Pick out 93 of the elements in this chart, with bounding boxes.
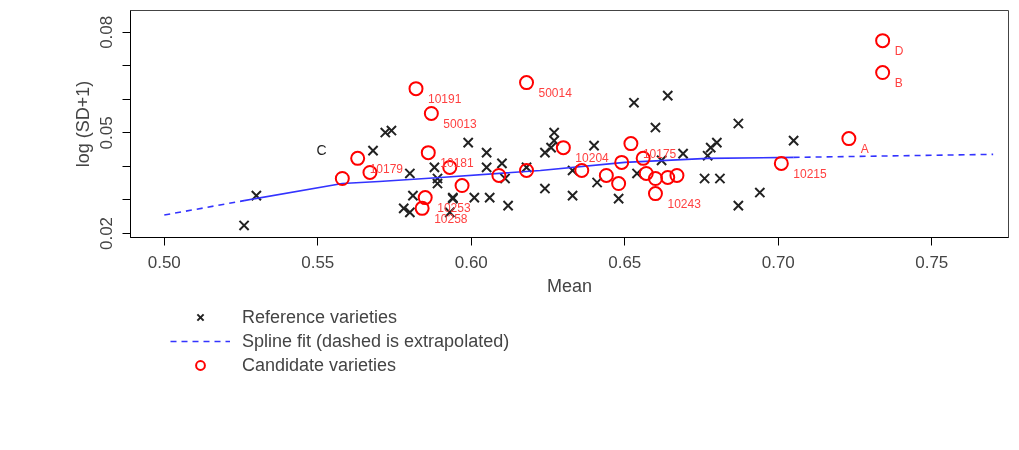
x-tick-label: 0.65 [608, 252, 642, 272]
point [334, 171, 350, 186]
point [496, 157, 508, 169]
point [539, 147, 551, 159]
y-tick-label: 0.08 [97, 15, 117, 49]
point [502, 200, 514, 212]
point [407, 189, 419, 202]
point [611, 176, 627, 191]
point [711, 137, 723, 149]
annotation: 10191 [428, 92, 462, 107]
point [520, 161, 533, 174]
point [398, 202, 410, 214]
point [417, 190, 433, 206]
point [788, 135, 800, 147]
point [238, 219, 250, 232]
point [499, 172, 511, 185]
point [250, 189, 262, 202]
legend-label: Candidate varieties [242, 354, 397, 376]
point [468, 192, 480, 204]
annotation: B [894, 75, 903, 90]
x-tick-label: 0.70 [761, 252, 795, 272]
point [481, 161, 493, 174]
point [660, 169, 676, 185]
point [431, 177, 444, 190]
point [647, 186, 663, 202]
point [481, 147, 493, 159]
legend-label: Reference varieties [242, 306, 398, 328]
point [638, 165, 654, 181]
point [414, 200, 430, 216]
point [591, 176, 603, 189]
point [702, 150, 714, 162]
point [519, 75, 535, 91]
annotation: A [860, 141, 869, 156]
annotation: 10204 [575, 151, 610, 166]
point [754, 186, 766, 199]
point [545, 142, 557, 154]
point [350, 150, 366, 166]
point [519, 162, 535, 178]
point [732, 117, 744, 130]
point [462, 137, 474, 149]
point [598, 167, 614, 183]
point [420, 145, 436, 161]
point [773, 155, 789, 171]
y-tick-label: 0.05 [97, 116, 117, 150]
point [623, 136, 639, 152]
point [423, 105, 439, 121]
annotation: 10243 [667, 197, 702, 212]
x-axis-title: Mean [546, 275, 593, 296]
point [698, 172, 711, 185]
point [539, 182, 551, 195]
point [548, 135, 560, 147]
x-tick-label: 0.50 [147, 252, 181, 272]
point [555, 140, 571, 156]
y-tick-label: 0.02 [97, 216, 117, 251]
point [647, 171, 663, 186]
point [431, 172, 444, 185]
point [662, 90, 674, 102]
point [669, 167, 685, 183]
point [841, 131, 857, 147]
point [732, 200, 744, 212]
point [705, 142, 717, 154]
legend-label: Spline fit (dashed is extrapolated) [242, 330, 510, 352]
point [875, 33, 891, 49]
x-tick-label: 0.75 [915, 252, 949, 272]
point [875, 65, 891, 81]
x-tick-label: 0.55 [301, 252, 335, 272]
point [614, 154, 630, 170]
annotation: D [894, 43, 904, 58]
y-axis-title: log (SD+1) [72, 80, 93, 168]
point [484, 192, 496, 204]
annotation: 50013 [443, 116, 478, 131]
point [588, 140, 600, 152]
point [408, 81, 424, 97]
point [677, 148, 689, 160]
annotation: 50014 [538, 86, 573, 101]
point [404, 167, 416, 180]
point [628, 97, 640, 109]
x-tick-label: 0.60 [454, 252, 488, 272]
point [714, 172, 726, 185]
point [491, 167, 507, 183]
annotation: C [316, 141, 327, 158]
point [613, 193, 625, 205]
point [428, 161, 441, 174]
point [566, 164, 579, 177]
annotation: 10215 [793, 166, 828, 181]
point [649, 121, 662, 134]
point [548, 126, 560, 139]
annotation: 10258 [434, 211, 468, 226]
point [574, 162, 590, 178]
point [367, 145, 379, 157]
point [566, 189, 579, 202]
point [404, 206, 416, 218]
point [454, 178, 470, 194]
